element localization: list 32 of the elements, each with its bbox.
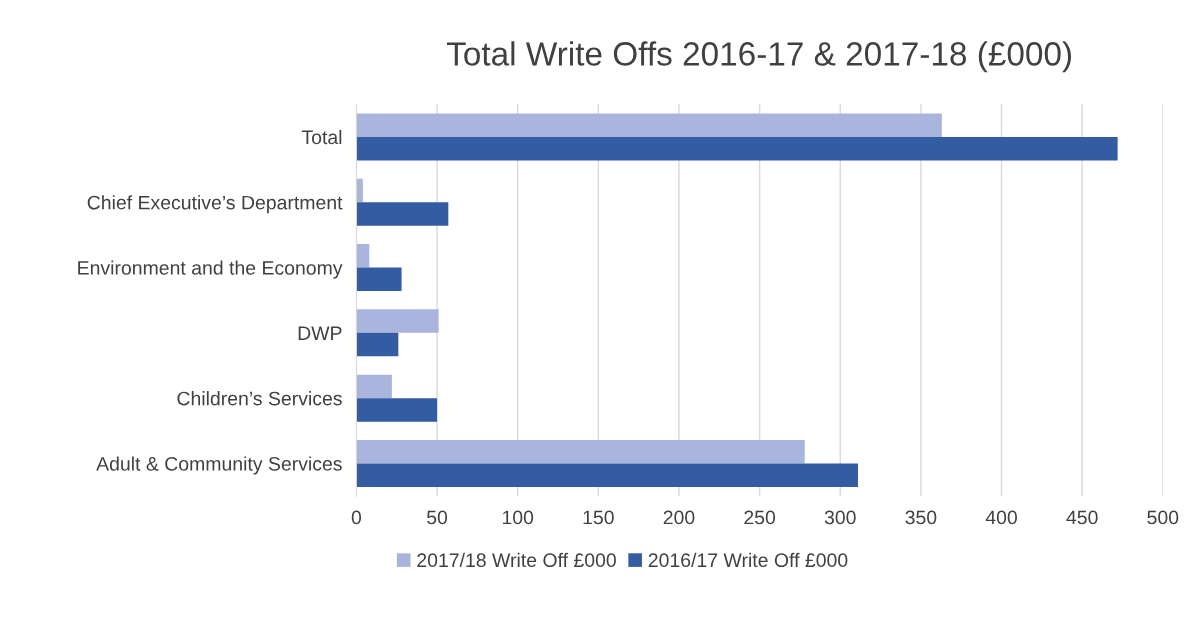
bar [356, 267, 402, 292]
y-tick-label: Environment and the Economy [78, 260, 343, 279]
y-tick-label: Adult & Community Services [96, 456, 342, 475]
bar [356, 113, 942, 137]
x-tick-label: 450 [1066, 510, 1098, 525]
bar [356, 439, 805, 464]
bar [356, 136, 1118, 161]
x-tick-label: 200 [663, 510, 695, 525]
y-tick-label: Chief Executive’s Department [87, 195, 343, 214]
bar [356, 244, 370, 268]
y-tick-label: Total [301, 129, 342, 145]
bar [356, 332, 399, 357]
legend-label: 2017/18 Write Off £000 [417, 552, 616, 568]
y-tick-label: DWP [298, 326, 342, 340]
x-tick-label: 300 [824, 510, 856, 525]
x-tick-label: 0 [351, 510, 362, 525]
x-tick-label: 500 [1147, 510, 1179, 525]
bar [356, 374, 392, 399]
x-tick-label: 150 [583, 510, 614, 525]
y-tick-label: Children’s Services [177, 391, 342, 406]
x-tick-label: 100 [502, 510, 534, 525]
bar [356, 202, 449, 226]
bar [356, 178, 363, 203]
chart-title: Total Write Offs 2016-17 & 2017-18 (£000) [446, 41, 1072, 73]
x-tick-label: 250 [744, 510, 776, 525]
legend-label: 2016/17 Write Off £000 [648, 552, 848, 568]
x-tick-label: 50 [427, 510, 448, 525]
bar [356, 463, 858, 487]
bar [356, 398, 438, 422]
x-tick-label: 400 [985, 510, 1017, 525]
bar [356, 309, 439, 333]
x-tick-label: 350 [905, 510, 937, 525]
